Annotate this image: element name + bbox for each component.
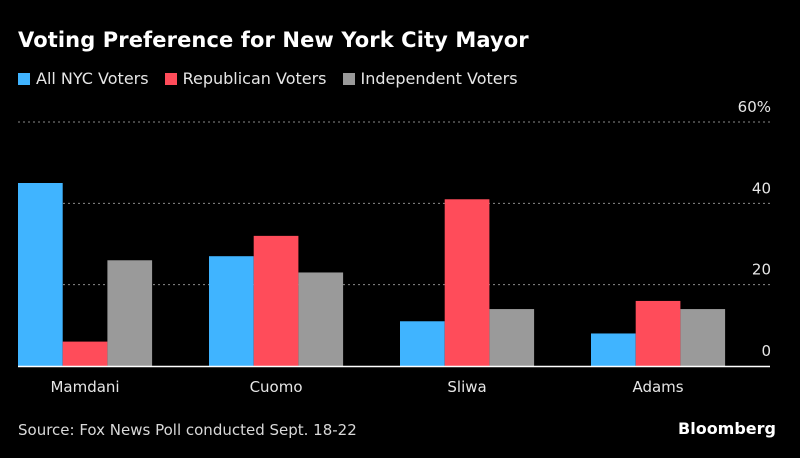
bar-cuomo-all-nyc-voters (209, 256, 254, 366)
x-tick-label: Cuomo (250, 378, 303, 396)
legend-item-independent-voters: Independent Voters (342, 69, 518, 88)
chart-title: Voting Preference for New York City Mayo… (18, 28, 529, 52)
x-tick-label: Mamdani (50, 378, 119, 396)
x-tick-label: Adams (632, 378, 683, 396)
bloomberg-logo: Bloomberg (678, 419, 776, 438)
bar-mamdani-independent-voters (107, 260, 153, 366)
source-note: Source: Fox News Poll conducted Sept. 18… (18, 421, 357, 439)
bar-adams-all-nyc-voters (591, 333, 636, 366)
y-tick-label: 40 (752, 179, 771, 197)
y-tick-label: 0 (761, 342, 771, 360)
legend-swatch-republican-voters (164, 72, 177, 85)
y-tick-label: 60% (738, 98, 771, 116)
legend-item-all-nyc-voters: All NYC Voters (18, 69, 149, 88)
legend-label-all-nyc-voters: All NYC Voters (36, 69, 149, 88)
bar-mamdani-all-nyc-voters (18, 183, 63, 366)
bar-cuomo-republican-voters (253, 235, 299, 366)
x-tick-label: Sliwa (447, 378, 486, 396)
bar-mamdani-republican-voters (62, 341, 108, 366)
legend-label-independent-voters: Independent Voters (360, 69, 518, 88)
bar-adams-independent-voters (680, 309, 726, 366)
bar-cuomo-independent-voters (298, 272, 344, 366)
bar-sliwa-independent-voters (489, 309, 535, 366)
legend-swatch-independent-voters (342, 72, 355, 85)
bar-sliwa-all-nyc-voters (400, 321, 445, 366)
y-tick-label: 20 (752, 261, 771, 279)
legend: All NYC Voters Republican Voters Indepen… (18, 69, 518, 88)
legend-label-republican-voters: Republican Voters (182, 69, 327, 88)
bar-adams-republican-voters (635, 300, 681, 366)
legend-swatch-all-nyc-voters (18, 72, 30, 85)
bar-sliwa-republican-voters (444, 199, 490, 366)
legend-item-republican-voters: Republican Voters (164, 69, 327, 88)
